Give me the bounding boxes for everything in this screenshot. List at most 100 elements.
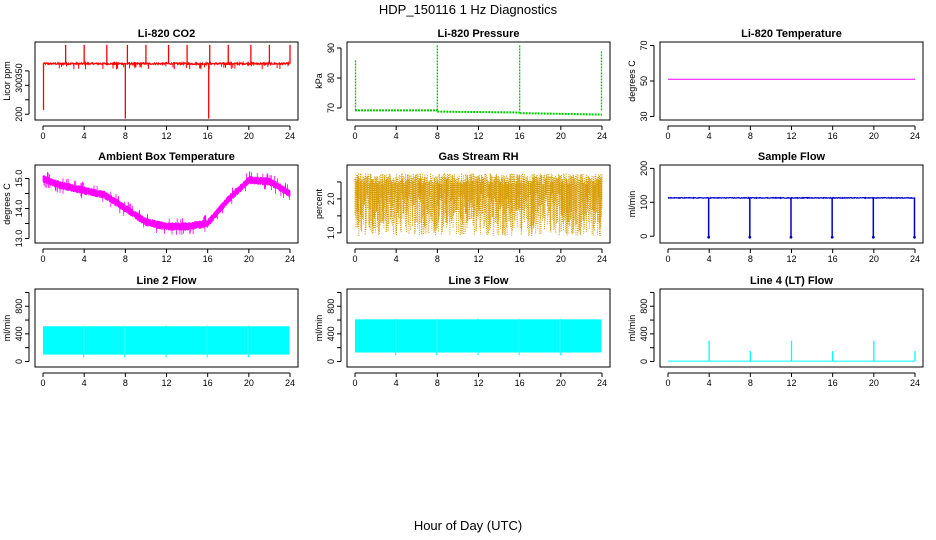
- series-dip-point-sample-flow: [707, 235, 711, 239]
- x-tick-label-line-3-flow: 4: [394, 378, 399, 388]
- series-dip-point-sample-flow: [913, 235, 916, 239]
- y-tick-label-li-820-pressure: 80: [326, 73, 336, 83]
- y-tick-label-li-820-temperature: 70: [639, 41, 649, 51]
- x-tick-label-li-820-co2: 8: [123, 131, 128, 141]
- y-tick-label-gas-stream-rh: 1.0: [326, 227, 336, 240]
- plot-frame-line-2-flow: [34, 288, 299, 368]
- y-tick-label-sample-flow: 0: [639, 234, 649, 239]
- y-axis-label-ambient-box-temperature: degrees C: [2, 183, 12, 225]
- y-axis-label-li-820-temperature: degrees C: [627, 60, 637, 102]
- x-tick-label-gas-stream-rh: 24: [597, 254, 607, 264]
- plot-frame-li-820-temperature: [659, 41, 924, 121]
- y-tick-label-ambient-box-temperature: 15.0: [14, 170, 24, 188]
- y-tick-label-li-820-temperature: 50: [639, 76, 649, 86]
- series-block-line-2-flow: [43, 326, 84, 355]
- y-axis-label-gas-stream-rh: percent: [314, 188, 324, 219]
- panel-title-gas-stream-rh: Gas Stream RH: [438, 151, 518, 163]
- series-block-line-2-flow: [248, 326, 290, 355]
- x-tick-label-line-3-flow: 0: [352, 378, 357, 388]
- panel-title-line-4-lt-flow: Line 4 (LT) Flow: [750, 275, 833, 287]
- panel-title-line-2-flow: Line 2 Flow: [137, 275, 197, 287]
- series-dip-point-sample-flow: [871, 235, 875, 239]
- y-axis-label-line-2-flow: ml/min: [2, 315, 12, 342]
- panel-title-li-820-co2: Li-820 CO2: [138, 28, 195, 40]
- y-tick-label-line-2-flow: 400: [14, 326, 24, 341]
- x-tick-label-li-820-pressure: 12: [473, 131, 483, 141]
- x-tick-label-li-820-temperature: 16: [828, 131, 838, 141]
- x-tick-label-ambient-box-temperature: 0: [40, 254, 45, 264]
- series-block-line-3-flow: [560, 319, 602, 353]
- y-axis-label-li-820-co2: Licor ppm: [2, 61, 12, 101]
- series-dip-point-sample-flow: [748, 235, 752, 239]
- x-tick-label-sample-flow: 4: [707, 254, 712, 264]
- series-line-li-820-co2: [42, 60, 291, 67]
- x-tick-label-li-820-temperature: 4: [707, 131, 712, 141]
- x-tick-label-gas-stream-rh: 12: [473, 254, 483, 264]
- x-tick-label-line-3-flow: 24: [597, 378, 607, 388]
- y-tick-label-sample-flow: 200: [639, 161, 649, 176]
- series-band-gas-stream-rh: [354, 173, 603, 237]
- x-tick-label-sample-flow: 24: [910, 254, 920, 264]
- plot-frame-gas-stream-rh: [346, 164, 611, 244]
- x-tick-label-ambient-box-temperature: 4: [82, 254, 87, 264]
- series-ticks-li-820-co2: [58, 63, 281, 70]
- y-tick-label-line-4-lt-flow: 400: [639, 326, 649, 341]
- y-tick-label-li-820-co2: 350: [14, 63, 24, 78]
- x-tick-label-line-2-flow: 24: [285, 378, 295, 388]
- x-tick-label-line-3-flow: 8: [435, 378, 440, 388]
- x-tick-label-li-820-pressure: 0: [352, 131, 357, 141]
- y-tick-label-li-820-co2: 200: [14, 107, 24, 122]
- x-tick-label-li-820-pressure: 4: [394, 131, 399, 141]
- y-tick-label-line-2-flow: 800: [14, 299, 24, 314]
- y-axis-label-line-3-flow: ml/min: [314, 315, 324, 342]
- panel-title-li-820-pressure: Li-820 Pressure: [438, 28, 520, 40]
- x-tick-label-sample-flow: 0: [665, 254, 670, 264]
- x-tick-label-li-820-pressure: 8: [435, 131, 440, 141]
- x-tick-label-sample-flow: 20: [869, 254, 879, 264]
- x-tick-label-line-4-lt-flow: 8: [748, 378, 753, 388]
- x-tick-label-li-820-temperature: 20: [869, 131, 879, 141]
- x-tick-label-line-3-flow: 12: [473, 378, 483, 388]
- x-tick-label-li-820-temperature: 8: [748, 131, 753, 141]
- x-tick-label-li-820-co2: 12: [161, 131, 171, 141]
- series-block-line-2-flow: [125, 326, 166, 355]
- x-tick-label-line-4-lt-flow: 12: [786, 378, 796, 388]
- x-tick-label-li-820-pressure: 16: [515, 131, 525, 141]
- x-tick-label-li-820-temperature: 24: [910, 131, 920, 141]
- x-tick-label-ambient-box-temperature: 16: [203, 254, 213, 264]
- x-tick-label-line-4-lt-flow: 20: [869, 378, 879, 388]
- x-tick-label-li-820-pressure: 24: [597, 131, 607, 141]
- y-tick-label-li-820-co2: 300: [14, 78, 24, 93]
- x-tick-label-line-2-flow: 0: [40, 378, 45, 388]
- y-tick-label-line-3-flow: 800: [326, 299, 336, 314]
- y-axis-label-li-820-pressure: kPa: [314, 73, 324, 89]
- x-tick-label-sample-flow: 8: [748, 254, 753, 264]
- x-tick-label-li-820-co2: 0: [40, 131, 45, 141]
- plot-frame-line-3-flow: [346, 288, 611, 368]
- x-tick-label-ambient-box-temperature: 8: [123, 254, 128, 264]
- y-tick-label-li-820-pressure: 90: [326, 43, 336, 53]
- x-tick-label-line-4-lt-flow: 0: [665, 378, 670, 388]
- y-tick-label-line-4-lt-flow: 0: [639, 359, 649, 364]
- x-tick-label-li-820-co2: 24: [285, 131, 295, 141]
- plot-frame-li-820-co2: [34, 41, 299, 121]
- x-tick-label-li-820-pressure: 20: [556, 131, 566, 141]
- x-tick-label-line-2-flow: 16: [203, 378, 213, 388]
- series-band-ambient-box-temperature: [42, 171, 291, 235]
- y-axis-label-sample-flow: ml/min: [627, 191, 637, 218]
- x-tick-label-line-3-flow: 16: [515, 378, 525, 388]
- series-block-line-3-flow: [478, 319, 519, 353]
- x-tick-label-line-4-lt-flow: 4: [707, 378, 712, 388]
- series-block-line-3-flow: [437, 319, 478, 353]
- x-tick-label-line-4-lt-flow: 24: [910, 378, 920, 388]
- x-tick-label-line-3-flow: 20: [556, 378, 566, 388]
- x-tick-label-gas-stream-rh: 16: [515, 254, 525, 264]
- plot-frame-li-820-pressure: [346, 41, 611, 121]
- series-dip-point-sample-flow: [830, 235, 834, 239]
- series-block-line-2-flow: [84, 326, 125, 355]
- x-tick-label-gas-stream-rh: 0: [352, 254, 357, 264]
- panel-title-sample-flow: Sample Flow: [758, 151, 826, 163]
- x-tick-label-sample-flow: 12: [786, 254, 796, 264]
